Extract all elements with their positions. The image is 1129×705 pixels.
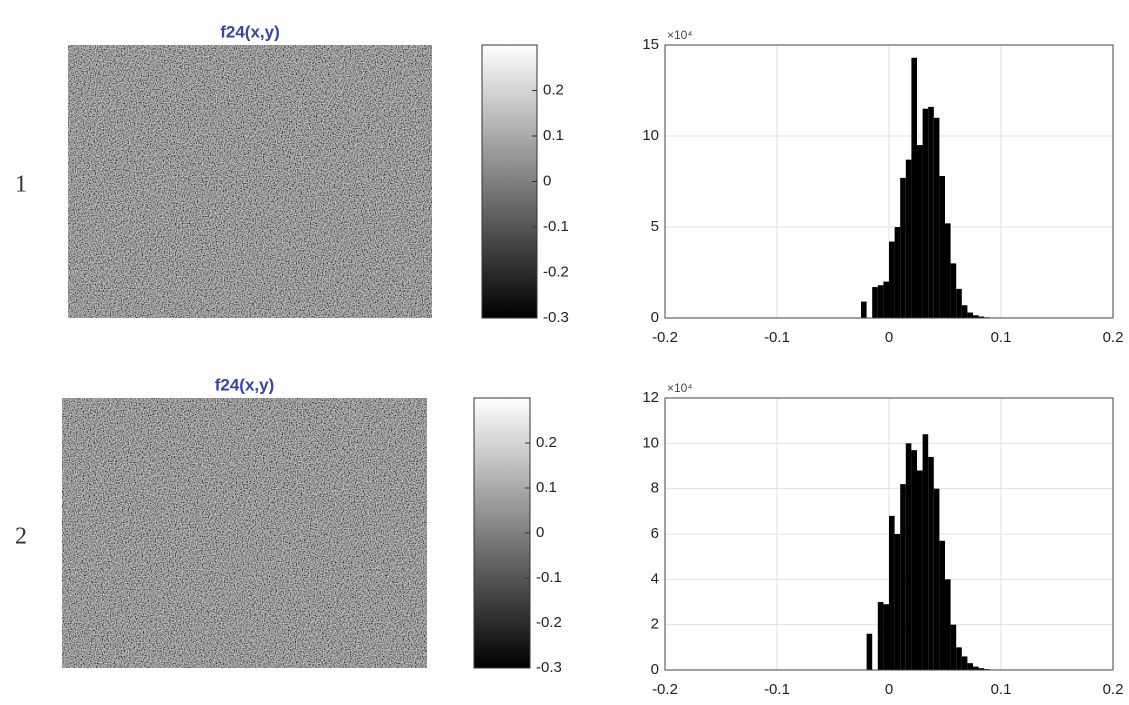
bar [905, 159, 912, 318]
row-label: 2 [15, 524, 27, 550]
bar [877, 602, 884, 670]
colorbar-tick-label: -0.2 [536, 614, 562, 631]
bar [917, 145, 923, 318]
bar [933, 117, 940, 318]
y-tick-label: 4 [651, 570, 659, 587]
y-tick-label: 6 [651, 525, 659, 542]
bar [950, 263, 957, 318]
colorbar-tick-label: 0.2 [543, 81, 564, 98]
bar [922, 434, 929, 670]
bar [939, 176, 945, 318]
colorbar-tick-label: 0.1 [543, 127, 564, 144]
noise-image [68, 45, 432, 318]
x-tick-label: 0.1 [991, 681, 1012, 698]
colorbar [473, 397, 531, 669]
y-tick-label: 12 [642, 389, 659, 406]
bar [973, 315, 979, 318]
bar [939, 540, 945, 670]
noise-image [62, 398, 427, 668]
bar [905, 443, 912, 670]
x-tick-label: -0.2 [652, 329, 678, 346]
bar [933, 488, 940, 670]
bar [956, 288, 962, 318]
bar [956, 647, 962, 670]
bar [961, 656, 968, 670]
colorbar-tick-label: 0.1 [536, 479, 557, 496]
y-tick-label: 0 [651, 661, 659, 678]
colorbar-tick-label: 0 [536, 524, 544, 541]
bar [900, 177, 906, 318]
colorbar-tick-label: -0.3 [543, 309, 569, 326]
bar [894, 534, 901, 670]
colorbar-tick-label: 0 [543, 172, 551, 189]
colorbar-tick-label: -0.3 [536, 659, 562, 676]
bar [922, 108, 929, 318]
x-tick-label: -0.1 [764, 329, 790, 346]
y-tick-label: 15 [642, 36, 659, 53]
y-tick-label: 5 [651, 218, 659, 235]
colorbar-tick-label: -0.1 [543, 218, 569, 235]
bar [894, 227, 901, 318]
bar [928, 456, 934, 670]
image-title: f24(x,y) [220, 22, 280, 41]
x-tick-label: 0 [885, 681, 893, 698]
x-tick-label: 0.2 [1103, 681, 1124, 698]
bar [866, 633, 873, 670]
y-tick-label: 10 [642, 127, 659, 144]
bar [978, 668, 985, 670]
bar [945, 579, 951, 670]
y-multiplier: ×10⁴ [667, 381, 693, 395]
bar [861, 301, 867, 318]
y-multiplier: ×10⁴ [667, 28, 693, 42]
axes-frame [664, 397, 1114, 671]
bar [872, 287, 878, 318]
bar [900, 484, 906, 670]
bar [973, 666, 979, 670]
row-label: 1 [15, 172, 27, 198]
y-tick-label: 0 [651, 309, 659, 326]
bar [961, 305, 968, 318]
bar [917, 470, 923, 670]
x-tick-label: -0.1 [764, 681, 790, 698]
image-title: f24(x,y) [215, 375, 275, 394]
bar [911, 450, 917, 670]
bar [883, 604, 889, 670]
y-tick-label: 8 [651, 480, 659, 497]
bar [883, 281, 889, 318]
x-tick-label: 0.2 [1103, 329, 1124, 346]
bar [889, 241, 895, 318]
x-tick-label: 0.1 [991, 329, 1012, 346]
x-tick-label: -0.2 [652, 681, 678, 698]
bar [911, 57, 917, 319]
colorbar-tick-label: -0.1 [536, 569, 562, 586]
y-tick-label: 10 [642, 434, 659, 451]
bar [945, 223, 951, 318]
colorbar-tick-label: -0.2 [543, 263, 569, 280]
colorbar [481, 44, 538, 319]
bar [928, 106, 934, 318]
bar [889, 515, 895, 670]
bar [967, 663, 973, 670]
colorbar-tick-label: 0.2 [536, 434, 557, 451]
axes-frame [664, 44, 1114, 319]
x-tick-label: 0 [885, 329, 893, 346]
bar [877, 285, 884, 318]
bar [978, 316, 985, 318]
bar [950, 624, 957, 670]
bar [967, 312, 973, 318]
y-tick-label: 2 [651, 616, 659, 633]
